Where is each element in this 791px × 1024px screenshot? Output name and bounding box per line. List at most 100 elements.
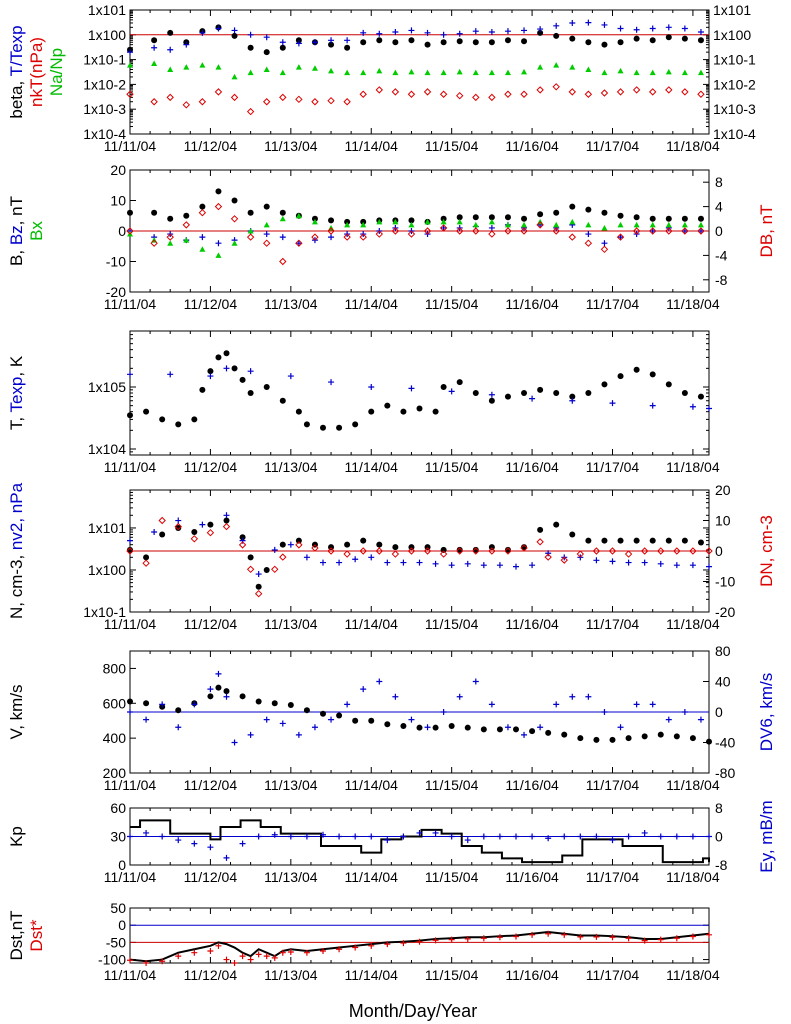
x-axis-label: Month/Day/Year [349, 1001, 477, 1021]
data-point [271, 831, 278, 838]
y-right-axis-label: DN, cm-3 [757, 515, 776, 587]
x-tick-label: 11/17/04 [586, 459, 640, 475]
data-point [649, 227, 657, 235]
data-point [529, 931, 536, 938]
series-Dst-0 [129, 931, 710, 963]
data-point [392, 28, 399, 35]
data-point [633, 701, 640, 708]
data-point [352, 421, 359, 428]
y-axis-label: Bx [27, 221, 46, 241]
data-point [464, 935, 471, 942]
data-point [440, 546, 447, 553]
data-point [456, 91, 464, 100]
data-point [569, 693, 576, 700]
data-point [214, 202, 223, 211]
data-point [665, 86, 673, 94]
data-point [480, 833, 487, 840]
data-point [432, 408, 439, 415]
data-point [681, 709, 688, 715]
data-point [504, 547, 512, 555]
x-tick-label: 11/11/04 [104, 967, 157, 983]
label-part: Na/Np [47, 48, 66, 96]
data-point [439, 550, 448, 558]
y-right-axis-label: DV6, km/s [757, 673, 776, 751]
data-point [496, 562, 503, 569]
data-point [191, 416, 198, 423]
data-point [255, 951, 262, 958]
data-point [593, 933, 600, 940]
data-point [689, 735, 696, 742]
data-point [609, 736, 616, 743]
data-point [159, 701, 166, 708]
data-point [271, 954, 278, 961]
y-right-tick-label: -10 [715, 574, 735, 590]
data-point [328, 37, 335, 44]
data-point [456, 214, 463, 221]
data-point [601, 381, 608, 388]
data-point [247, 956, 254, 963]
y-tick-label: 1x10-2 [83, 76, 126, 92]
data-point [222, 522, 231, 531]
data-point [697, 221, 704, 228]
series-N-1 [127, 512, 712, 578]
data-point [376, 541, 383, 548]
data-point [585, 231, 592, 238]
data-point [617, 537, 624, 544]
series-V-1 [127, 670, 704, 746]
data-point [344, 701, 351, 708]
data-point [328, 379, 335, 386]
data-point [336, 559, 343, 566]
data-point [681, 390, 688, 396]
data-point [673, 547, 681, 555]
data-point [569, 203, 576, 210]
data-point [360, 686, 367, 693]
data-point [657, 936, 664, 943]
data-point [537, 29, 544, 36]
data-point [657, 833, 664, 840]
data-point [617, 373, 624, 380]
data-point [336, 946, 343, 953]
data-point [593, 833, 600, 840]
data-point [166, 233, 174, 241]
data-point [327, 547, 335, 555]
data-point [504, 393, 511, 400]
data-point [215, 252, 222, 258]
data-point [127, 957, 133, 964]
data-point [408, 27, 415, 34]
y-tick-label: -50 [106, 934, 126, 950]
data-point [601, 41, 608, 48]
data-point [311, 98, 319, 106]
data-point [552, 227, 560, 235]
data-point [649, 25, 656, 32]
y-tick-label: 1x10-1 [83, 604, 126, 620]
data-point [681, 228, 688, 234]
data-point [239, 534, 246, 541]
data-point [681, 69, 688, 76]
data-point [456, 547, 464, 555]
series-beta-3 [126, 83, 705, 116]
data-point [360, 221, 367, 228]
data-point [689, 547, 697, 555]
data-point [127, 371, 133, 378]
data-point [649, 402, 656, 409]
data-point [569, 64, 576, 70]
data-point [617, 724, 624, 731]
data-point [617, 221, 624, 228]
data-point [681, 215, 688, 222]
data-point [352, 944, 359, 951]
data-point [665, 215, 672, 222]
data-point [392, 693, 399, 700]
data-point [230, 215, 239, 223]
data-point [263, 34, 270, 41]
data-point [166, 93, 174, 102]
data-point [472, 221, 479, 228]
data-point [239, 693, 246, 700]
series-beta-1 [127, 19, 704, 56]
data-point [159, 531, 166, 538]
data-point [416, 938, 423, 945]
data-point [384, 559, 391, 566]
data-point [199, 386, 206, 393]
y-right-axis-label: Ey, mB/m [757, 800, 776, 872]
y-right-tick-label: 80 [715, 643, 731, 659]
data-point [151, 37, 158, 44]
